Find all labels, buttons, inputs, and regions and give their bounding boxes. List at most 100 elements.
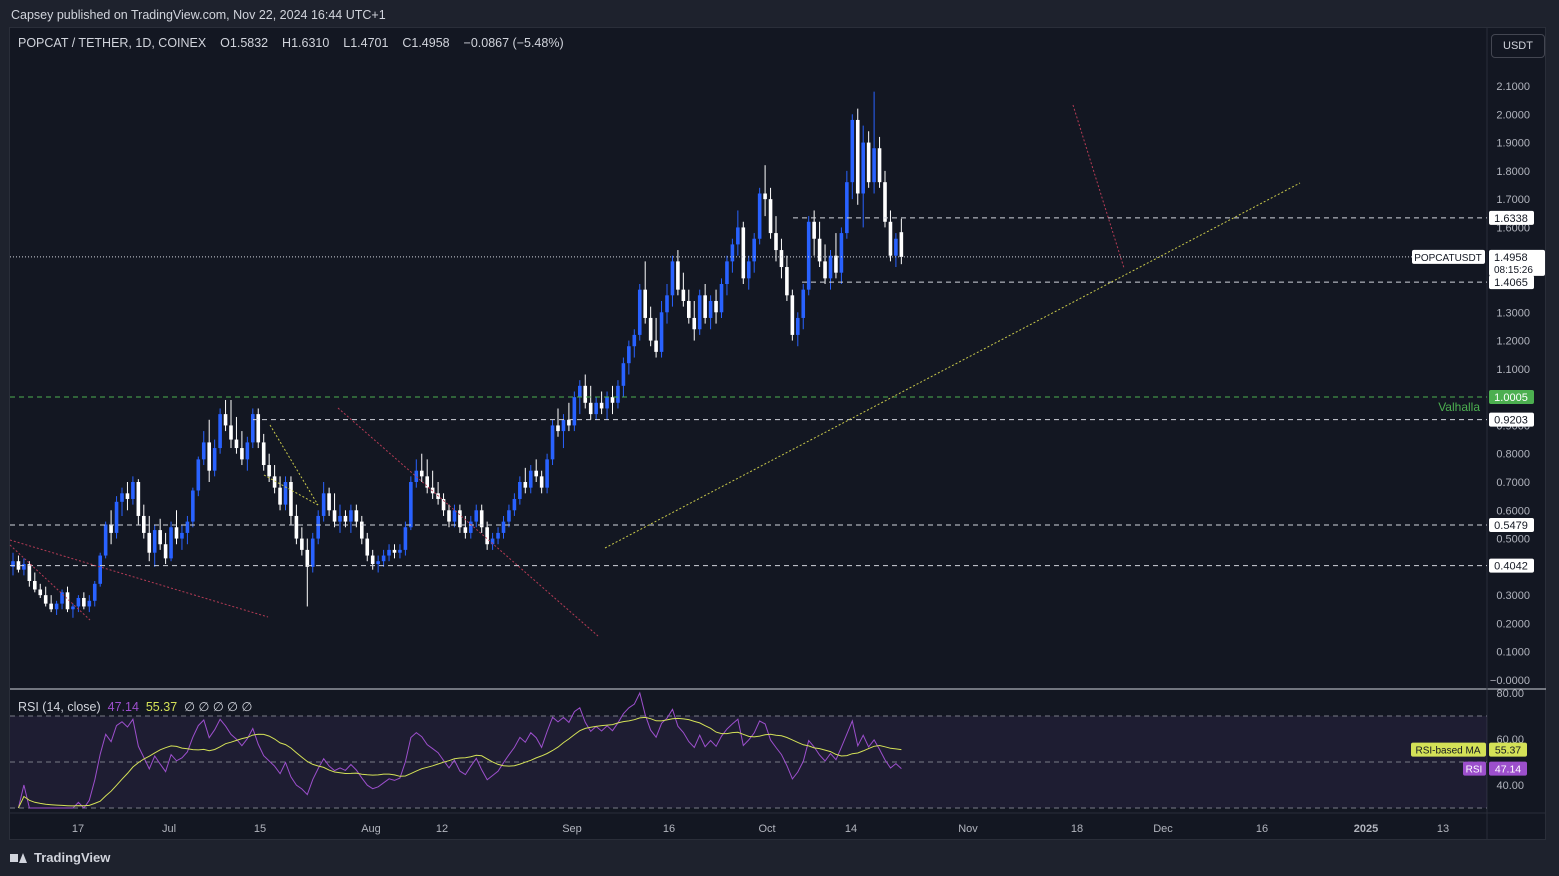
- change-value: −0.0867 (−5.48%): [463, 36, 564, 50]
- candle-body: [223, 414, 228, 426]
- candle-body: [610, 397, 615, 403]
- candle-body: [861, 142, 865, 194]
- candle-body: [272, 476, 277, 488]
- candle-body: [136, 482, 141, 516]
- candle-body: [501, 521, 506, 533]
- candle-body: [550, 425, 555, 460]
- level-tag-label: 0.5479: [1494, 520, 1528, 532]
- last-price-tag: [1489, 249, 1545, 276]
- candle-body: [381, 555, 386, 562]
- rsi-ma-line: [17, 716, 902, 809]
- published-caption: Capsey published on TradingView.com, Nov…: [11, 8, 386, 22]
- candle-body: [327, 493, 331, 511]
- candle-body: [360, 521, 364, 539]
- candle-body: [321, 493, 326, 516]
- rsi-line: [17, 691, 902, 809]
- candle-body: [43, 595, 48, 604]
- candle-body: [736, 227, 740, 245]
- candle-body: [212, 448, 217, 471]
- price-tick-label: 0.5000: [1496, 534, 1530, 546]
- candle-body: [539, 476, 544, 488]
- candle-body: [278, 487, 282, 505]
- open-value: 1.5832: [229, 36, 269, 50]
- level-tag-label: 0.9203: [1494, 415, 1528, 427]
- price-tick-label: 0.3000: [1496, 590, 1530, 602]
- chart-frame[interactable]: [9, 27, 1546, 840]
- candle-body: [425, 476, 429, 488]
- candle-body: [240, 448, 244, 460]
- tradingview-brand[interactable]: TradingView: [10, 850, 110, 865]
- candle-body: [518, 482, 522, 499]
- candle-body: [16, 561, 21, 570]
- candle-body: [289, 482, 293, 516]
- price-tick-label: 1.1000: [1496, 364, 1530, 376]
- candle-body: [158, 530, 162, 545]
- level-tag-label: 1.6338: [1494, 213, 1528, 225]
- rsi-title: RSI (14, close): [18, 700, 101, 714]
- candle-body: [152, 530, 157, 553]
- candle-body: [458, 510, 462, 528]
- candle-body: [621, 363, 626, 386]
- candle-body: [496, 532, 500, 539]
- candle-body: [441, 498, 446, 511]
- candle-body: [670, 261, 675, 296]
- candle-body: [283, 482, 288, 505]
- candle-body: [490, 538, 495, 545]
- candle-body: [654, 340, 658, 352]
- candle-body: [883, 182, 887, 222]
- candle-body: [741, 227, 746, 279]
- candle-body: [60, 592, 64, 604]
- candle-body: [578, 385, 582, 398]
- candle-body: [392, 549, 397, 553]
- candle-body: [528, 470, 533, 488]
- close-value: 1.4958: [411, 36, 450, 50]
- level-tag: [1489, 275, 1534, 290]
- time-tick-label: 17: [72, 823, 84, 835]
- time-tick-label: 16: [1256, 823, 1268, 835]
- price-tick-label: 0.6000: [1496, 505, 1530, 517]
- candle-body: [316, 515, 320, 539]
- candle-body: [567, 419, 571, 426]
- candle-body: [719, 284, 724, 313]
- candle-body: [812, 221, 816, 239]
- rsi-name-tag: [1463, 761, 1486, 776]
- symbol-tag: [1412, 249, 1485, 264]
- tradingview-label: TradingView: [34, 850, 111, 865]
- candle-body: [349, 510, 353, 522]
- candle-body: [251, 414, 255, 443]
- candle-body: [746, 261, 751, 279]
- candle-body: [823, 261, 827, 279]
- candle-body: [109, 524, 113, 533]
- time-tick-label: 2025: [1354, 823, 1378, 835]
- candle-body: [256, 414, 261, 443]
- symbol-title: POPCAT / TETHER, 1D, COINEX: [18, 36, 207, 50]
- trendline-down: [337, 407, 599, 637]
- candle-body: [774, 233, 778, 251]
- high-label: H: [282, 36, 292, 50]
- candle-body: [447, 510, 451, 522]
- candle-body: [665, 295, 669, 313]
- candle-body: [512, 498, 517, 511]
- symbol-legend: POPCAT / TETHER, 1D, COINEX O1.5832 H1.6…: [18, 36, 564, 50]
- rsi-ma-name-label: RSI-based MA: [1415, 746, 1480, 757]
- candle-body: [632, 334, 637, 347]
- candle-body: [752, 238, 756, 262]
- candle-body: [343, 515, 348, 522]
- candle-body: [180, 532, 184, 539]
- candle-body: [245, 442, 250, 460]
- candle-body: [310, 538, 315, 567]
- candle-body: [730, 244, 735, 262]
- candle-body: [370, 555, 375, 565]
- candle-body: [300, 538, 304, 550]
- candle-body: [479, 510, 484, 528]
- currency-button[interactable]: USDT: [1491, 34, 1545, 58]
- candle-body: [806, 221, 811, 290]
- price-tick-label: 1.3000: [1496, 307, 1530, 319]
- candle-body: [398, 549, 402, 553]
- candle-body: [785, 267, 789, 296]
- time-tick-label: Sep: [562, 823, 582, 835]
- candle-body: [463, 527, 468, 533]
- candle-body: [757, 193, 762, 239]
- candle-body: [207, 442, 211, 471]
